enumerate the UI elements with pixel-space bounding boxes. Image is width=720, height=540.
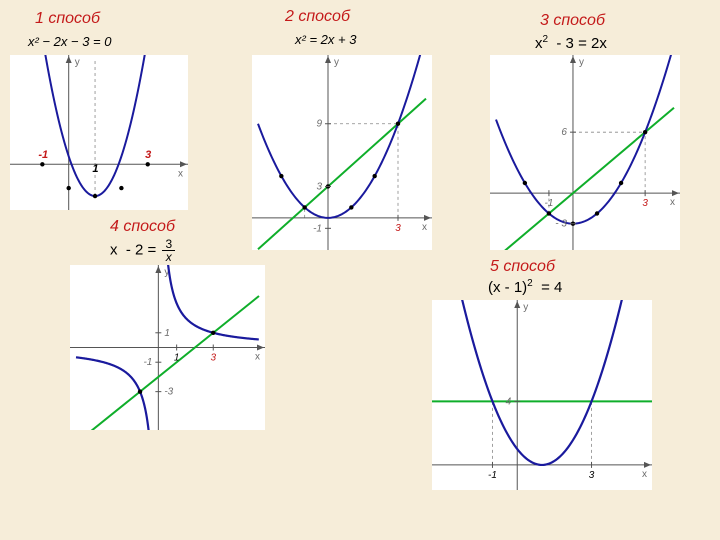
svg-text:1: 1 [174, 353, 180, 364]
heading-method-2: 2 способ [285, 8, 350, 26]
heading-method-5: 5 способ [490, 258, 555, 276]
svg-text:1: 1 [164, 328, 170, 339]
svg-text:1: 1 [92, 163, 98, 175]
equation-5: (х - 1)2 = 4 [488, 278, 562, 296]
heading-method-1: 1 способ [35, 10, 100, 28]
svg-text:-1: -1 [38, 149, 48, 161]
heading-method-3: 3 способ [540, 12, 605, 30]
svg-text:y: y [523, 302, 528, 313]
svg-text:y: y [579, 57, 584, 68]
chart-method-1: x y -1 3 1 [10, 55, 188, 210]
svg-text:3: 3 [210, 353, 216, 364]
svg-text:x: x [178, 168, 183, 179]
svg-text:6: 6 [561, 127, 567, 138]
svg-text:3: 3 [316, 181, 322, 192]
equation-3: х2 - 3 = 2х [535, 34, 607, 52]
svg-text:x: x [670, 197, 675, 208]
svg-text:-1: -1 [488, 470, 497, 481]
chart-method-2: x y 9 3 -1 3 [252, 55, 432, 250]
svg-text:3: 3 [589, 470, 595, 481]
svg-text:9: 9 [316, 119, 322, 130]
svg-text:-1: -1 [544, 198, 553, 209]
svg-text:y: y [334, 57, 339, 68]
equation-2: x² = 2x + 3 [295, 32, 356, 47]
heading-method-4: 4 способ [110, 218, 175, 236]
svg-text:x: x [422, 222, 427, 233]
svg-text:-1: -1 [313, 223, 322, 234]
svg-text:3: 3 [395, 223, 401, 234]
svg-text:3: 3 [642, 198, 648, 209]
svg-text:-1: -1 [143, 357, 152, 368]
svg-text:y: y [75, 57, 80, 68]
chart-method-3: x y 6 - 3-1 3 [490, 55, 680, 250]
svg-text:x: x [255, 352, 260, 363]
svg-text:- 3: - 3 [555, 219, 567, 230]
equation-1: x² − 2x − 3 = 0 [28, 34, 111, 49]
svg-text:x: x [642, 469, 647, 480]
svg-text:3: 3 [145, 149, 151, 161]
equation-4: х - 2 = 3 x [110, 238, 175, 263]
chart-method-5: x y 4 -1 3 [432, 300, 652, 490]
svg-text:4: 4 [506, 396, 512, 407]
chart-method-4: xy-1-3131 [70, 265, 265, 430]
svg-text:-3: -3 [164, 387, 173, 398]
